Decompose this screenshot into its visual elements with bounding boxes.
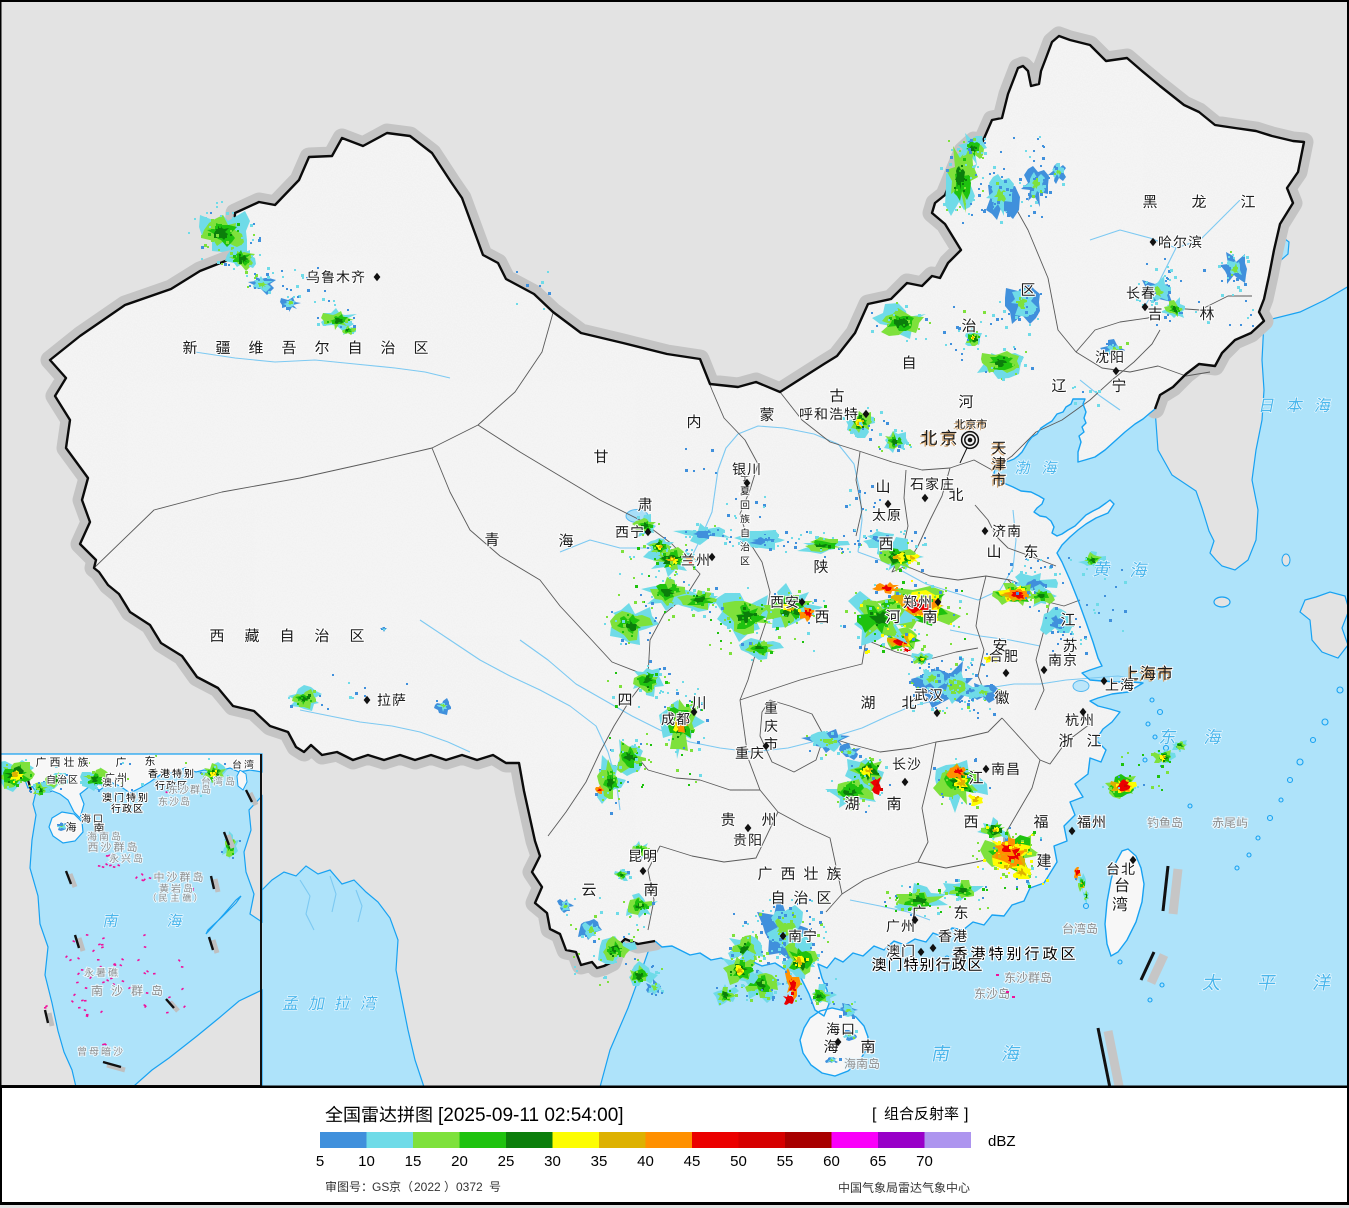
svg-text:30: 30 bbox=[544, 1153, 561, 1170]
svg-text:35: 35 bbox=[591, 1153, 608, 1170]
svg-text:15: 15 bbox=[405, 1153, 422, 1170]
svg-text:0372: 0372 bbox=[456, 1180, 483, 1194]
svg-text:50: 50 bbox=[730, 1153, 747, 1170]
svg-text:2022: 2022 bbox=[414, 1180, 441, 1194]
svg-text:5: 5 bbox=[316, 1153, 324, 1170]
svg-text:70: 70 bbox=[916, 1153, 933, 1170]
svg-text:60: 60 bbox=[823, 1153, 840, 1170]
svg-text:[: [ bbox=[872, 1106, 877, 1123]
svg-text:dBZ: dBZ bbox=[988, 1133, 1016, 1150]
svg-text:GS: GS bbox=[372, 1180, 389, 1194]
svg-text:20: 20 bbox=[451, 1153, 468, 1170]
svg-text:55: 55 bbox=[777, 1153, 794, 1170]
svg-text:]: ] bbox=[964, 1106, 968, 1123]
svg-text:65: 65 bbox=[870, 1153, 887, 1170]
svg-text:[2025-09-11 02:54:00]: [2025-09-11 02:54:00] bbox=[438, 1105, 624, 1126]
svg-text:25: 25 bbox=[498, 1153, 515, 1170]
svg-text:10: 10 bbox=[358, 1153, 375, 1170]
svg-text:45: 45 bbox=[684, 1153, 701, 1170]
svg-text:40: 40 bbox=[637, 1153, 654, 1170]
